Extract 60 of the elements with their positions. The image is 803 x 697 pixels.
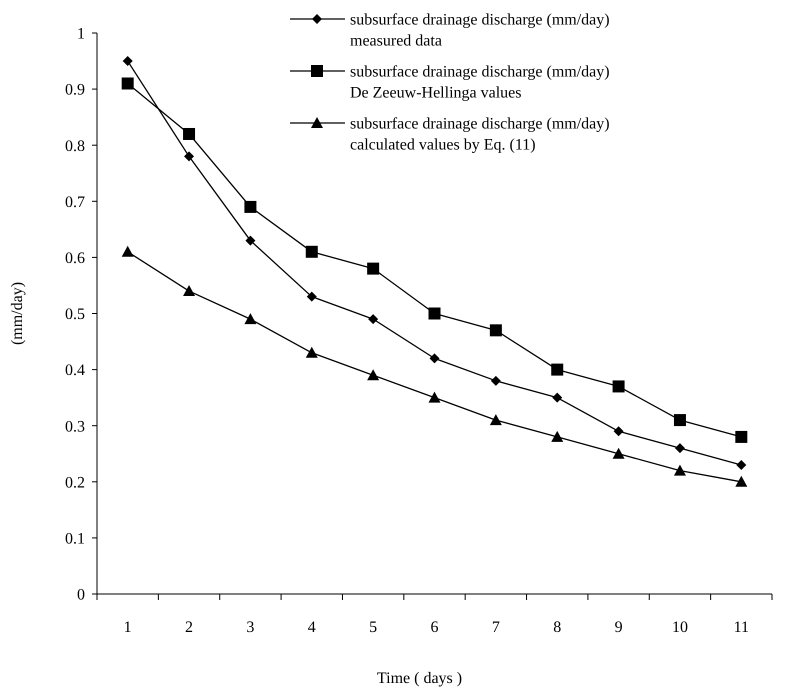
point xyxy=(183,285,196,296)
point xyxy=(552,392,562,403)
point xyxy=(674,464,686,476)
x-tick-label: 10 xyxy=(672,619,688,636)
point xyxy=(122,246,134,257)
x-tick-label: 5 xyxy=(369,619,378,636)
y-tick-label: 0.7 xyxy=(65,194,85,211)
point xyxy=(183,128,196,140)
x-tick-label: 9 xyxy=(614,619,623,636)
point xyxy=(367,262,380,275)
y-axis-title: (mm/day) xyxy=(9,282,26,346)
point xyxy=(735,430,748,443)
y-tick-label: 0.4 xyxy=(65,362,85,380)
x-tick-label: 3 xyxy=(246,619,254,636)
point xyxy=(245,236,256,246)
x-tick-label: 8 xyxy=(553,619,562,636)
x-tick-label: 1 xyxy=(124,619,132,636)
legend-label: subsurface drainage discharge (mm/day) calculated values by Eq. (11) xyxy=(350,116,610,154)
x-tick-label: 4 xyxy=(308,619,316,636)
legend-label: subsurface drainage discharge (mm/day) measured data xyxy=(350,12,610,50)
point xyxy=(122,56,133,66)
y-tick-label: 0.6 xyxy=(65,250,85,267)
y-tick-label: 1 xyxy=(77,26,85,43)
point xyxy=(490,376,501,386)
legend-label: subsurface drainage discharge (mm/day) De Zeeuw-Hellinga values xyxy=(350,64,610,102)
point xyxy=(551,364,564,376)
point xyxy=(551,430,564,442)
point xyxy=(306,292,317,302)
point xyxy=(184,151,194,162)
point xyxy=(735,476,748,487)
point xyxy=(430,353,440,364)
point xyxy=(367,369,380,380)
point xyxy=(612,448,625,459)
x-tick-label: 7 xyxy=(492,619,500,636)
point xyxy=(306,246,318,258)
point xyxy=(490,414,502,426)
point xyxy=(674,414,686,426)
y-tick-label: 0.3 xyxy=(65,418,85,436)
x-tick-label: 2 xyxy=(185,619,194,636)
point xyxy=(736,460,746,470)
point xyxy=(612,380,625,392)
point xyxy=(122,77,134,90)
x-tick-label: 6 xyxy=(430,619,438,636)
x-axis-title: Time ( days ) xyxy=(376,670,462,687)
point xyxy=(368,314,378,324)
y-tick-label: 0.2 xyxy=(65,474,85,492)
point xyxy=(244,200,256,213)
point xyxy=(244,313,256,324)
point xyxy=(614,426,624,436)
y-tick-label: 0.8 xyxy=(65,138,85,155)
point xyxy=(674,443,685,454)
y-tick-label: 0.1 xyxy=(65,530,85,548)
point xyxy=(490,324,502,336)
point xyxy=(428,392,440,403)
point xyxy=(428,308,440,320)
y-tick-label: 0.5 xyxy=(65,306,85,324)
y-tick-label: 0.9 xyxy=(65,82,85,99)
x-tick-label: 11 xyxy=(734,619,750,636)
point xyxy=(306,346,318,358)
y-tick-label: 0 xyxy=(77,586,85,604)
